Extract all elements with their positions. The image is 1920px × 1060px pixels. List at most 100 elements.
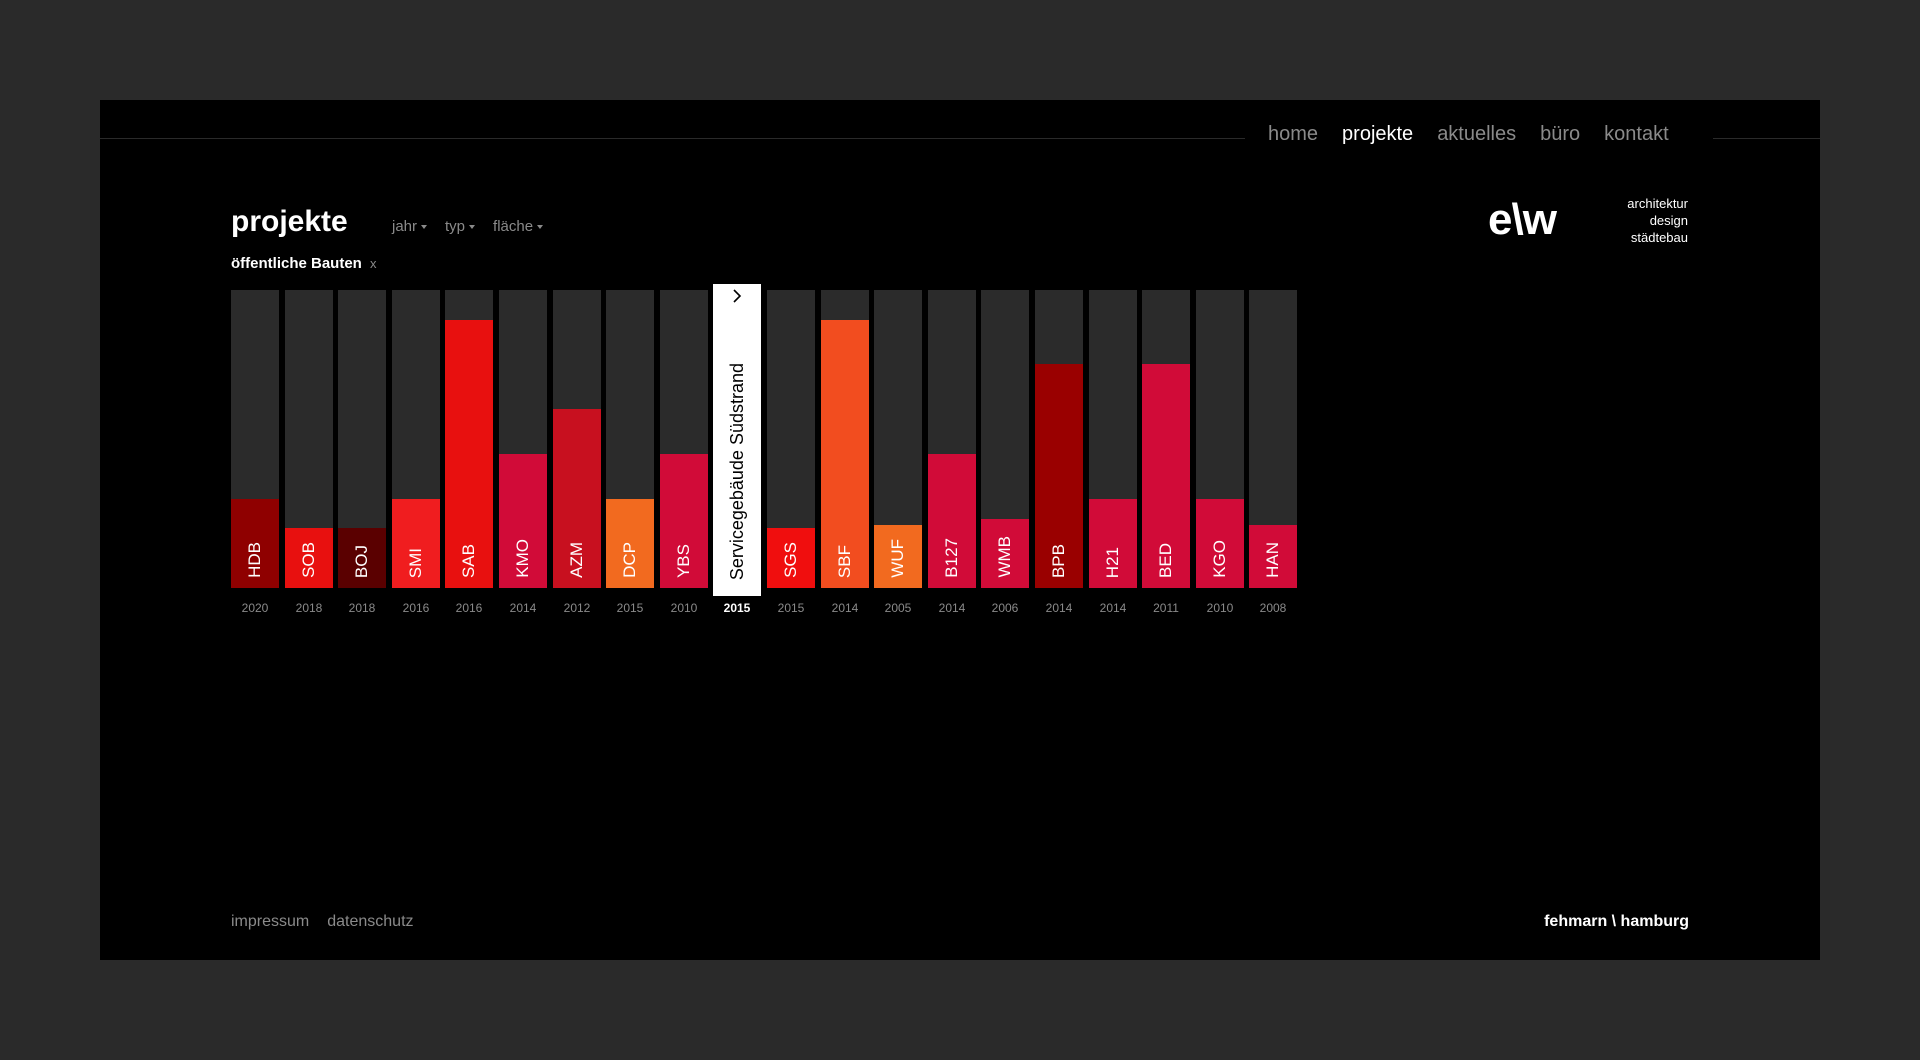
project-code: YBS	[660, 498, 708, 578]
project-code: KGO	[1196, 498, 1244, 578]
clear-filter-button[interactable]: x	[370, 256, 377, 271]
project-bar[interactable]: KMO	[499, 290, 547, 588]
bar-fill	[285, 528, 333, 588]
project-column: KMO 2014	[499, 290, 547, 620]
nav-item-kontakt[interactable]: kontakt	[1604, 123, 1669, 145]
project-year: 2012	[563, 601, 591, 615]
project-bar[interactable]: SGS	[767, 290, 815, 588]
chevron-right-icon[interactable]	[727, 286, 747, 306]
nav-item-buero[interactable]: büro	[1540, 123, 1581, 145]
project-code: SAB	[445, 498, 493, 578]
bar-fill	[928, 454, 976, 588]
project-code: SOB	[285, 498, 333, 578]
bar-fill	[553, 409, 601, 588]
project-column: H21 2014	[1089, 290, 1137, 620]
project-bar[interactable]: YBS	[660, 290, 708, 588]
filter-flaeche[interactable]: fläche	[493, 217, 544, 237]
project-code-label: BED	[1156, 543, 1175, 578]
project-bar[interactable]: HDB	[231, 290, 279, 588]
nav-item-projekte[interactable]: projekte	[1342, 123, 1414, 145]
project-bar[interactable]: DCP	[606, 290, 654, 588]
project-code: SBF	[821, 498, 869, 578]
project-bar[interactable]: BPB	[1035, 290, 1083, 588]
project-column: SGS 2015	[767, 290, 815, 620]
project-year: 2014	[1045, 601, 1073, 615]
bar-fill	[499, 454, 547, 588]
project-bar[interactable]: B127	[928, 290, 976, 588]
project-code: SGS	[767, 498, 815, 578]
project-code-label: BPB	[1049, 543, 1068, 578]
project-year: 2014	[1099, 601, 1127, 615]
project-code: B127	[928, 498, 976, 578]
project-code: WMB	[981, 498, 1029, 578]
project-year: 2016	[455, 601, 483, 615]
project-code-label: DCP	[620, 542, 639, 578]
selected-project-label: Servicegebäude Südstrand	[727, 362, 747, 580]
filter-label: typ	[445, 218, 466, 235]
project-code: BPB	[1035, 498, 1083, 578]
page-frame: home projekte aktuelles büro kontakt pro…	[100, 100, 1820, 960]
project-year: 2005	[884, 601, 912, 615]
project-code: BED	[1142, 498, 1190, 578]
bar-fill	[1249, 525, 1297, 588]
project-bar[interactable]: H21	[1089, 290, 1137, 588]
project-bar[interactable]: WMB	[981, 290, 1029, 588]
project-column: SAB 2016	[445, 290, 493, 620]
nav-item-aktuelles[interactable]: aktuelles	[1437, 123, 1517, 145]
project-code-label: SMI	[406, 547, 425, 578]
page-title: projekte	[231, 205, 348, 238]
project-bar[interactable]: Servicegebäude Südstrand	[713, 284, 761, 596]
project-year: 2011	[1153, 601, 1179, 615]
project-code-label: WUF	[888, 539, 907, 578]
project-year: 2006	[991, 601, 1019, 615]
project-code: HAN	[1249, 498, 1297, 578]
caret-down-icon	[469, 225, 476, 229]
nav-divider-left	[100, 138, 1245, 139]
project-bar[interactable]: KGO	[1196, 290, 1244, 588]
project-column: WMB 2006	[981, 290, 1029, 620]
bar-fill	[1035, 364, 1083, 588]
project-code-label: SBF	[835, 544, 854, 578]
filter-bar: jahr typ fläche	[392, 217, 544, 237]
impressum-link[interactable]: impressum	[231, 913, 310, 930]
filter-typ[interactable]: typ	[445, 217, 476, 237]
project-bar[interactable]: SBF	[821, 290, 869, 588]
project-bar[interactable]: HAN	[1249, 290, 1297, 588]
datenschutz-link[interactable]: datenschutz	[327, 913, 414, 930]
project-code: DCP	[606, 498, 654, 578]
project-bar[interactable]: WUF	[874, 290, 922, 588]
project-column: Servicegebäude Südstrand 2015	[713, 284, 761, 620]
project-column: SBF 2014	[821, 290, 869, 620]
bar-fill	[821, 320, 869, 588]
project-column: WUF 2005	[874, 290, 922, 620]
project-bar[interactable]: AZM	[553, 290, 601, 588]
project-code: HDB	[231, 498, 279, 578]
project-year: 2015	[616, 601, 644, 615]
nav-item-home[interactable]: home	[1268, 123, 1319, 145]
nav-divider-right	[1713, 138, 1820, 139]
bar-fill	[606, 499, 654, 588]
project-year: 2018	[348, 601, 376, 615]
project-bar[interactable]: BOJ	[338, 290, 386, 588]
project-code-label: HDB	[245, 542, 264, 578]
project-column: BPB 2014	[1035, 290, 1083, 620]
project-code-label: B127	[942, 538, 961, 578]
project-bar[interactable]: SAB	[445, 290, 493, 588]
project-column: B127 2014	[928, 290, 976, 620]
project-column: HDB 2020	[231, 290, 279, 620]
project-bar[interactable]: SMI	[392, 290, 440, 588]
project-code-label: WMB	[995, 536, 1014, 578]
project-year: 2018	[295, 601, 323, 615]
logo[interactable]: e\w	[1488, 195, 1557, 244]
project-code: SMI	[392, 498, 440, 578]
project-column: SMI 2016	[392, 290, 440, 620]
project-code-label: SOB	[299, 542, 318, 578]
project-column: DCP 2015	[606, 290, 654, 620]
project-bar[interactable]: SOB	[285, 290, 333, 588]
project-code: AZM	[553, 498, 601, 578]
tagline: architektur design städtebau	[1580, 195, 1688, 246]
selected-project-name: Servicegebäude Südstrand	[713, 320, 761, 580]
filter-jahr[interactable]: jahr	[392, 217, 428, 237]
project-code-label: AZM	[567, 542, 586, 578]
project-bar[interactable]: BED	[1142, 290, 1190, 588]
